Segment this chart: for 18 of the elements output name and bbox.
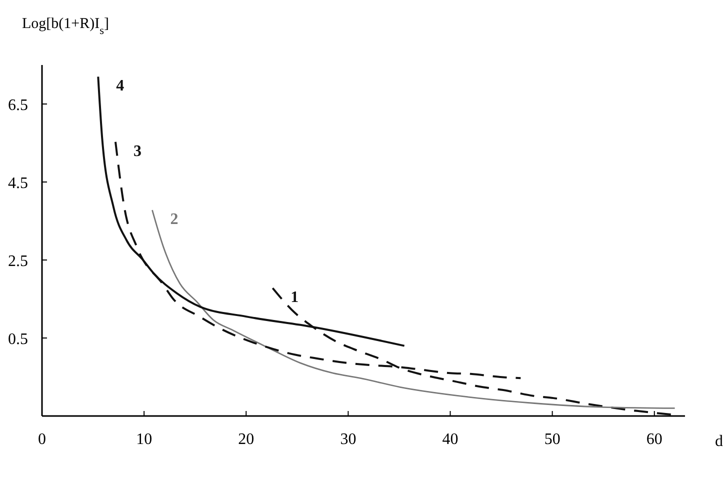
x-axis-title: d	[715, 433, 723, 450]
x-tick-label: 20	[238, 431, 254, 448]
y-axis-title: Log[b(1+R)I$_{s}$]	[22, 16, 109, 37]
y-tick-label: 0.5	[8, 331, 28, 348]
x-tick-label: 60	[646, 431, 662, 448]
y-tick-label: 6.5	[8, 97, 28, 114]
y-tick-label: 4.5	[8, 175, 28, 192]
y-tick-label: 2.5	[8, 253, 28, 270]
series-label: 3	[133, 142, 142, 160]
series-label: 4	[116, 78, 124, 95]
x-tick-label: 50	[544, 431, 560, 448]
series-label: 2	[170, 211, 178, 228]
series-label: 1	[290, 289, 299, 306]
x-tick-label: 10	[136, 431, 152, 448]
x-tick-label: 40	[442, 431, 458, 448]
x-tick-label: 0	[38, 431, 46, 448]
x-tick-label: 30	[340, 431, 356, 448]
line-series	[152, 209, 676, 409]
